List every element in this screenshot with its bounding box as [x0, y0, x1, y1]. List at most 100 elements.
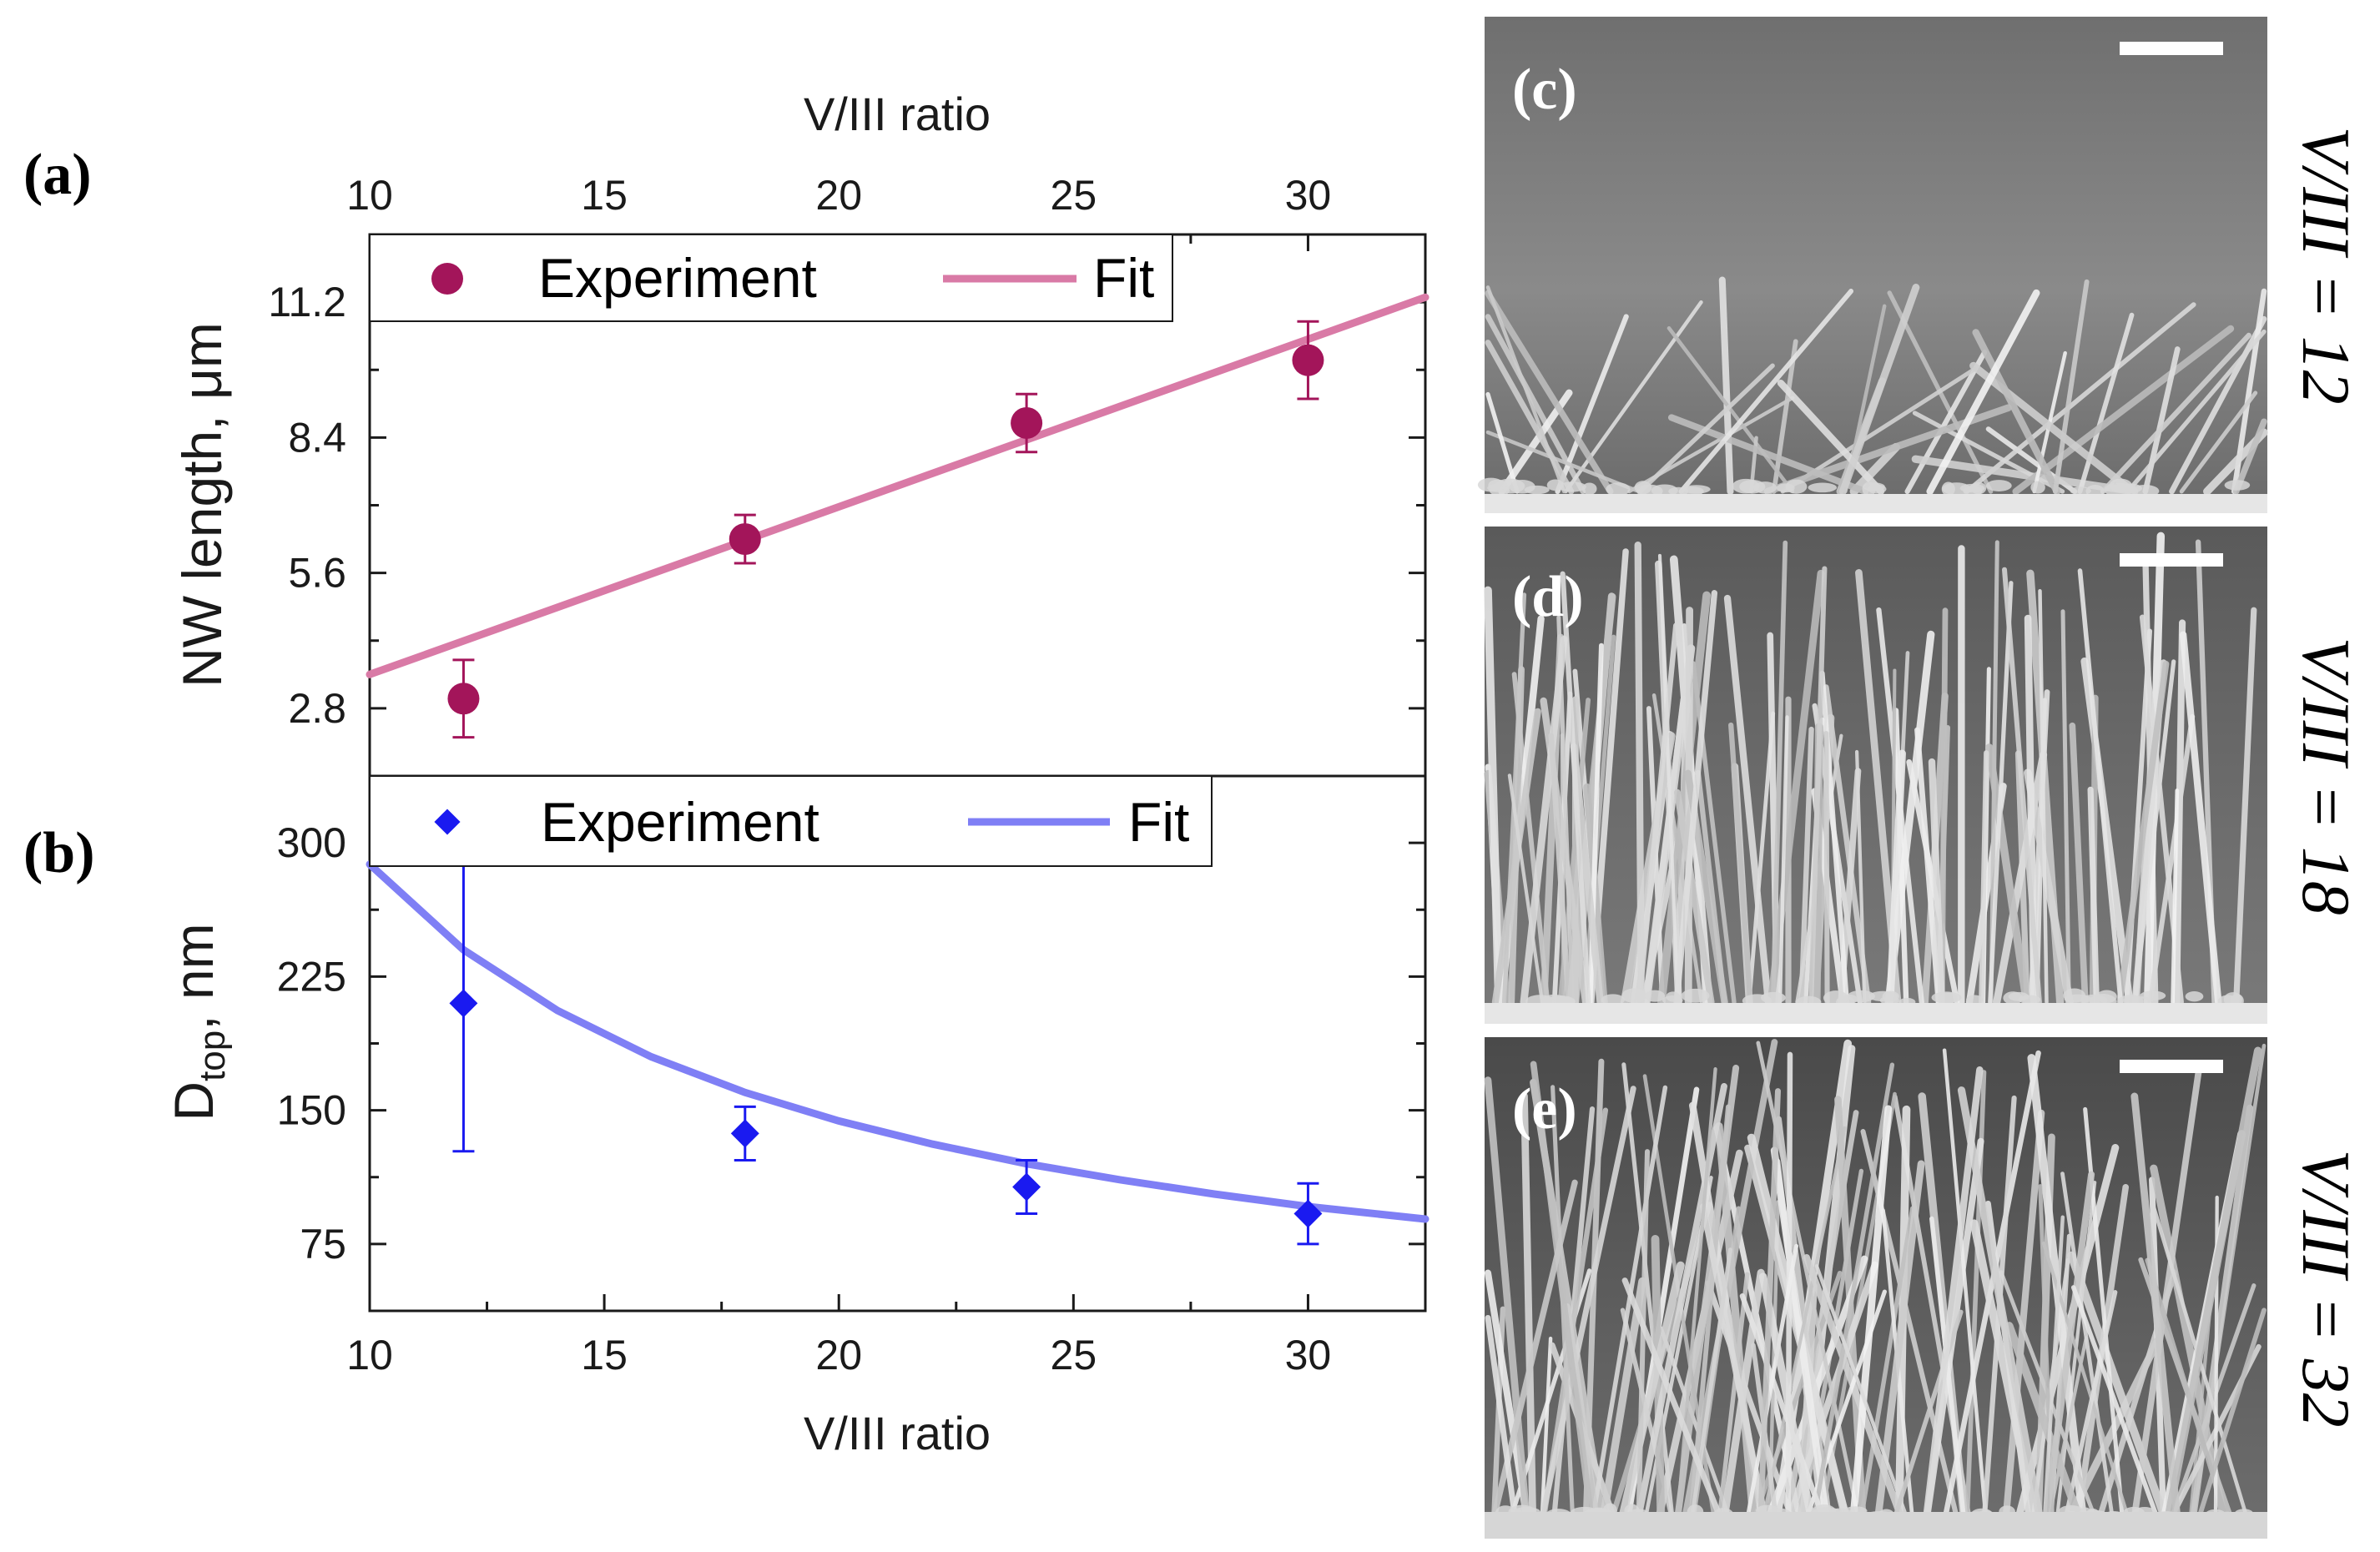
nanowire: [1690, 1247, 1732, 1519]
y-tick-label: 8.4: [288, 414, 346, 461]
chart-nw-length: V/III ratio 10 15 20 25 30 2.8 5.6 8.4 11.2 NW …: [171, 88, 1430, 778]
fit-series-b: [366, 860, 1430, 1223]
nanowire: [1621, 1062, 1675, 1519]
nanowire: [1548, 733, 1572, 1005]
nanowire: [2116, 660, 2170, 1005]
nanowire: [1858, 1206, 1915, 1519]
nanowire: [2043, 1171, 2095, 1520]
nanowire: [2070, 1285, 2160, 1519]
nanowire: [2130, 1092, 2181, 1521]
nanowire: [2171, 789, 2180, 1005]
nanowire: [1849, 442, 1900, 496]
nanowire: [1812, 1062, 1895, 1519]
nanowire: [1814, 1264, 1909, 1519]
nanowire: [2077, 568, 2124, 1005]
nanowire: [1688, 1104, 1731, 1519]
x-tick-label: 10: [346, 1332, 393, 1378]
nanowire: [1676, 1067, 1717, 1519]
substrate-grain: [1680, 486, 1704, 496]
bottom-axis-title: V/III ratio: [804, 1407, 991, 1459]
nanowire: [1886, 749, 1906, 1006]
fit-line: [366, 293, 1430, 678]
legend-label-experiment-a: Experiment: [538, 247, 817, 309]
x-tick-label: 10: [346, 172, 393, 219]
nanowire: [1893, 708, 1909, 1005]
nanowire: [1634, 541, 1645, 1006]
nanowire: [2012, 325, 2235, 496]
substrate-grain: [1524, 485, 1550, 495]
nanowire: [2147, 713, 2196, 1005]
nanowire: [1739, 1292, 1826, 1520]
substrate-grain: [1985, 480, 2012, 491]
nanowire: [1972, 329, 2061, 496]
nanowire: [2002, 1109, 2045, 1521]
substrate-grain: [1882, 990, 1899, 1002]
x-tick-label: 30: [1285, 1332, 1332, 1378]
substrate-grain: [1621, 988, 1647, 1004]
substrate-grain: [1966, 995, 1984, 1005]
substrate-grain: [1606, 482, 1631, 496]
nanowire: [1819, 670, 1849, 1005]
nanowire: [1762, 1126, 1847, 1519]
nanowire: [2042, 1215, 2065, 1519]
nanowire: [1620, 732, 1676, 1006]
nanowire: [1635, 1082, 1727, 1520]
data-point: [447, 683, 480, 715]
nanowire: [1540, 1336, 1553, 1519]
nanowire: [1715, 1121, 1757, 1521]
data-point: [1011, 406, 1043, 439]
substrate-e: [1485, 1512, 2267, 1539]
y-tick-label: 300: [277, 819, 346, 866]
data-point: [1012, 1172, 1041, 1202]
substrate-grain: [2003, 991, 2024, 1005]
substrate-grain: [1732, 478, 1760, 494]
substrate-grain: [1970, 481, 1987, 495]
nanowire: [1657, 591, 1711, 1006]
nanowire: [2232, 418, 2267, 495]
nanowire: [1914, 727, 1942, 1005]
sem-image-d: (d): [1484, 527, 2267, 1024]
nanowire: [2004, 1322, 2083, 1521]
substrate-grain: [1939, 992, 1958, 1005]
substrate-c: [1485, 494, 2267, 513]
nanowire: [2060, 609, 2071, 1005]
substrate-grain: [1863, 482, 1885, 491]
nanowire: [2130, 1067, 2202, 1520]
nanowire: [1904, 350, 1988, 495]
experiment-series-b: [449, 854, 1323, 1246]
caption-e: V/III = 32: [2288, 1149, 2364, 1427]
substrate-grain: [1644, 990, 1666, 1002]
substrate-grain: [2104, 482, 2134, 497]
nanowire: [1485, 1314, 1518, 1520]
nanowire: [1770, 540, 1788, 1005]
sem-image-e: (e): [1484, 1037, 2267, 1539]
nanowire: [2047, 1336, 2088, 1519]
scale-bar-c: [2120, 42, 2223, 55]
nanowire: [2060, 1172, 2115, 1519]
nanowire: [1979, 750, 1989, 1005]
nanowire: [1673, 590, 1718, 1005]
substrate-grain: [1808, 482, 1838, 493]
nanowire: [1485, 430, 1641, 494]
nanowire: [1599, 1277, 1646, 1521]
legend-marker-experiment-a: [431, 263, 463, 295]
nanowire: [1988, 581, 2014, 1005]
nanowire: [1642, 644, 1696, 1006]
caption-c: V/III = 12: [2288, 126, 2364, 404]
nanowire: [1808, 566, 1828, 1005]
x-tick-label: 15: [581, 172, 628, 219]
substrate-grain: [1489, 485, 1510, 496]
substrate-d: [1485, 1003, 2267, 1024]
nanowire: [1484, 1076, 1530, 1521]
y-tick-label: 5.6: [288, 550, 346, 597]
nanowire: [1849, 1105, 1893, 1521]
scale-bar-d: [2120, 553, 2223, 567]
x-tick-label: 15: [581, 1332, 628, 1378]
legend-label-fit-a: Fit: [1093, 247, 1154, 309]
nanowire: [1621, 1277, 1723, 1520]
nanowire: [1771, 339, 1798, 494]
nanowire: [2087, 786, 2100, 1005]
nanowire: [1674, 789, 1715, 1005]
nanowire: [1745, 1243, 1799, 1519]
nanowire: [2164, 1046, 2262, 1521]
